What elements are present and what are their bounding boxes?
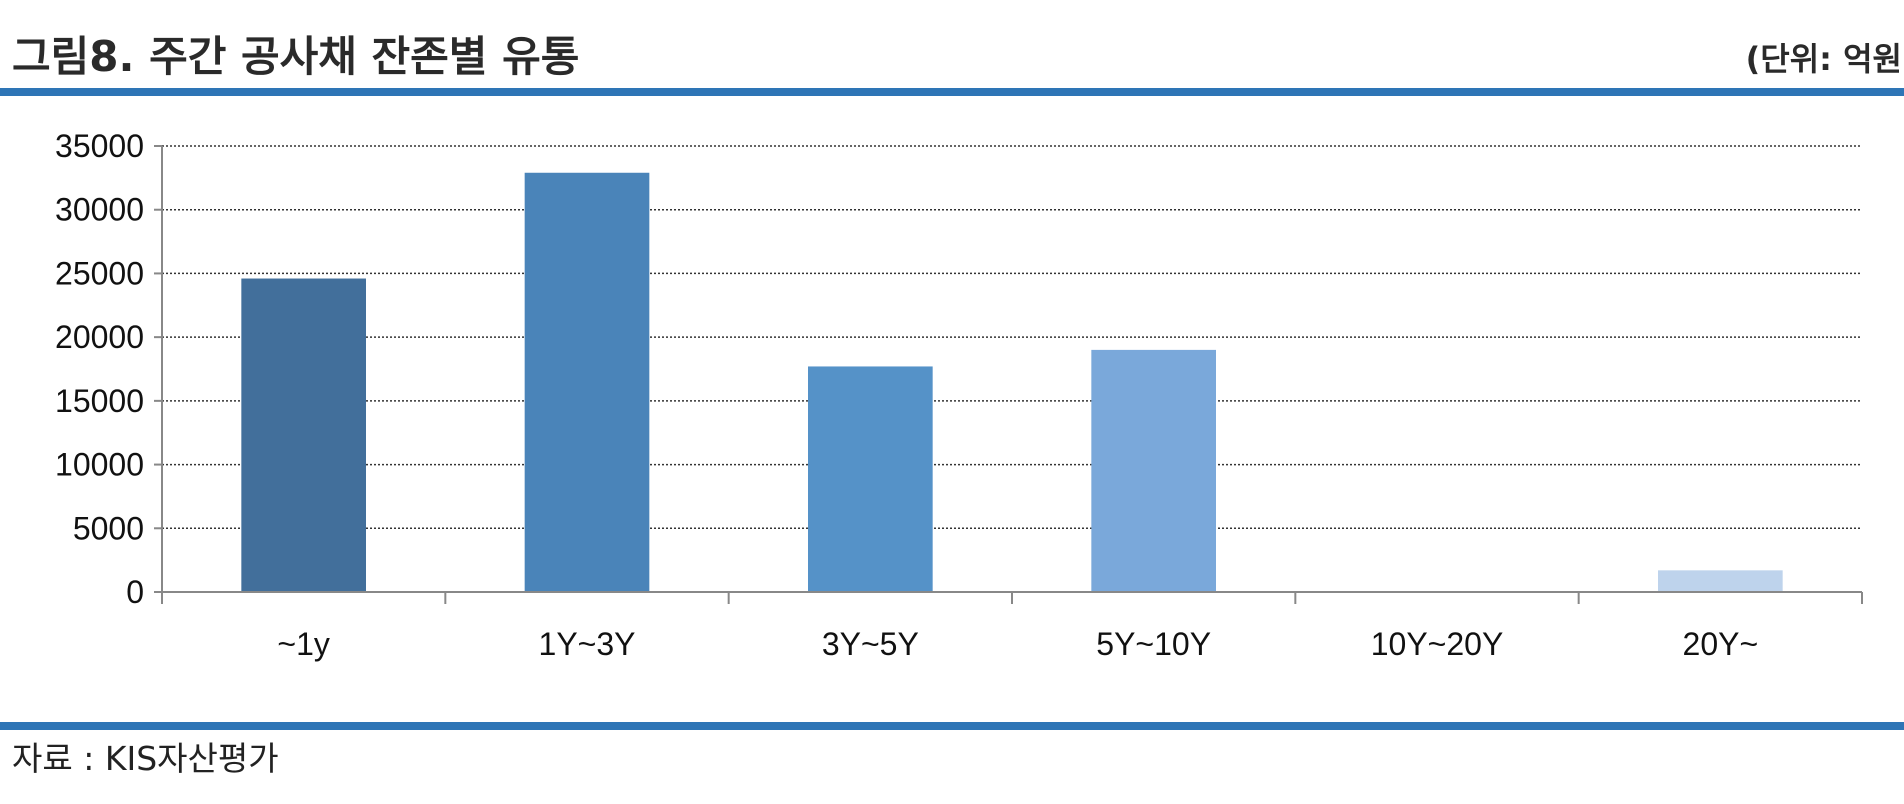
y-tick-label: 25000: [55, 255, 144, 291]
bar-chart: 0 5000 10000 15000 20000 25000 30000 35000 ~1y 1Y…: [0, 100, 1904, 710]
top-rule: [0, 88, 1904, 96]
x-tick-label: 3Y~5Y: [822, 626, 919, 662]
chart-svg: 0 5000 10000 15000 20000 25000 30000 35000 ~1y 1Y…: [55, 128, 1863, 662]
y-tick-label: 30000: [55, 192, 144, 228]
source-note: 자료 : KIS자산평가: [12, 739, 279, 778]
chart-header: 그림8. 주간 공사채 잔존별 유통 (단위: 억원: [0, 0, 1904, 88]
y-tick-label: 10000: [55, 447, 144, 483]
bar-~1y: [241, 278, 366, 592]
y-tick-label: 15000: [55, 383, 144, 419]
y-tick-label: 35000: [55, 128, 144, 164]
bar-1Y~3Y: [524, 172, 650, 592]
y-tick-label: 0: [126, 574, 144, 610]
y-tick-label: 5000: [73, 510, 144, 546]
y-tick-label: 20000: [55, 319, 144, 355]
x-tick-label: 20Y~: [1683, 626, 1759, 662]
bar-3Y~5Y: [808, 366, 933, 592]
x-tick-label: 5Y~10Y: [1096, 626, 1211, 662]
x-tick-label: ~1y: [277, 626, 329, 662]
x-tick-label: 10Y~20Y: [1371, 626, 1504, 662]
unit-label: (단위: 억원: [1745, 40, 1902, 78]
x-tick-label: 1Y~3Y: [539, 626, 636, 662]
bottom-rule: [0, 722, 1904, 730]
chart-title: 그림8. 주간 공사채 잔존별 유통: [12, 32, 580, 81]
bar-5Y~10Y: [1091, 349, 1216, 592]
bar-20Y~: [1658, 570, 1783, 592]
